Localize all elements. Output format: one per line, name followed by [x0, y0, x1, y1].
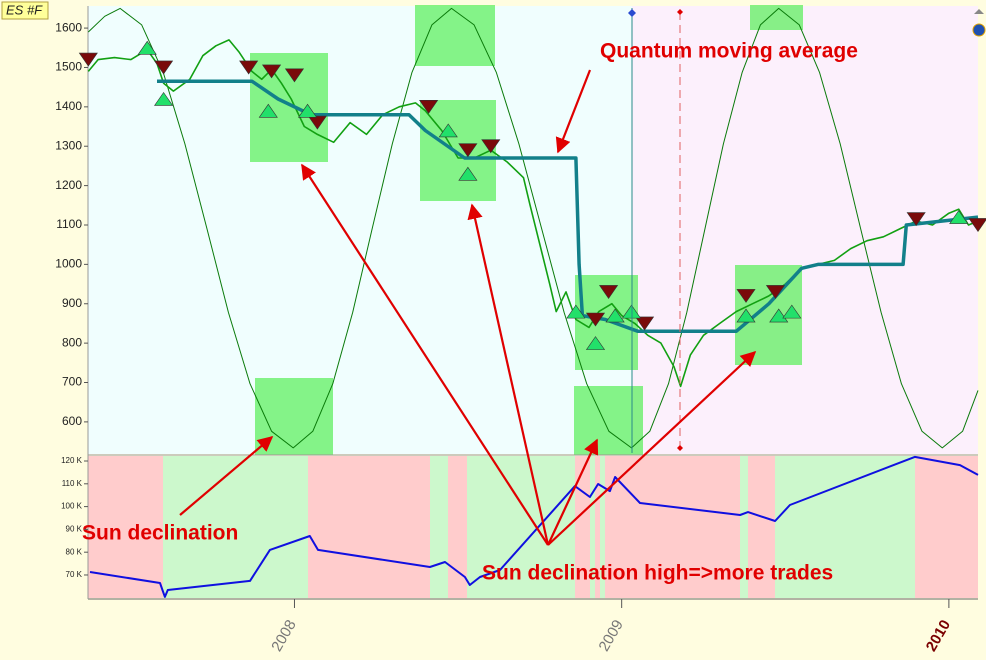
y-tick-label: 1100	[56, 217, 82, 231]
y-tick-label: 70 K	[66, 570, 83, 579]
buy-signal	[297, 103, 318, 118]
y-tick-label: 1200	[55, 178, 82, 192]
buy-signal	[154, 91, 174, 106]
arrow	[467, 203, 550, 546]
season-band	[163, 456, 308, 598]
annotation: Sun declination	[82, 522, 238, 545]
plot-layer	[78, 7, 986, 598]
sell-signal	[154, 60, 174, 75]
y-tick-label: 1000	[55, 257, 82, 271]
season-band	[575, 456, 590, 598]
series-line	[87, 7, 979, 449]
y-tick-label: 120 K	[61, 456, 83, 465]
y-tick-label: 100 K	[61, 502, 83, 511]
highlight-box	[415, 5, 495, 66]
y-tick-label: 700	[62, 375, 82, 389]
season-band	[915, 456, 978, 598]
arrow	[555, 69, 592, 154]
sell-signal	[765, 285, 786, 299]
season-band	[740, 456, 748, 598]
y-tick-label: 1300	[55, 138, 82, 152]
season-band	[775, 456, 915, 598]
buy-signal	[458, 166, 478, 181]
sell-signal	[481, 139, 501, 154]
buy-signal	[949, 210, 969, 224]
buy-signal	[566, 304, 586, 319]
buy-signal	[605, 308, 625, 323]
sell-signal	[458, 143, 478, 158]
season-band	[308, 456, 430, 598]
sell-signal	[78, 52, 98, 67]
sell-signal	[261, 64, 282, 79]
buy-signal	[585, 336, 606, 350]
arrow	[179, 436, 274, 516]
arrow	[547, 438, 599, 546]
buy-signal	[137, 40, 157, 55]
series-line	[89, 455, 979, 598]
y-tick-label: 600	[62, 414, 82, 428]
season-band	[595, 456, 600, 598]
highlight-box	[420, 100, 496, 201]
y-tick-label: 1600	[55, 20, 82, 34]
sell-signal	[906, 212, 926, 227]
season-band	[590, 456, 595, 598]
buy-signal	[621, 304, 642, 319]
symbol-box	[1, 1, 49, 20]
globe-icon[interactable]	[972, 23, 986, 37]
sell-signal	[239, 60, 259, 75]
buy-signal	[782, 304, 802, 319]
panel-bg	[88, 6, 632, 454]
annotation: Sun declination high=>more trades	[482, 562, 833, 585]
arrow	[301, 163, 549, 546]
symbol: ES #F	[6, 2, 43, 17]
diamond	[677, 445, 683, 451]
diamond	[677, 9, 683, 15]
y-tick-label: 80 K	[66, 547, 83, 556]
y-tick-label: 1500	[55, 60, 82, 74]
buy-signal	[769, 308, 789, 323]
highlight-box	[750, 5, 803, 30]
highlight-box	[255, 378, 333, 455]
buy-signal	[438, 123, 458, 138]
sell-signal	[585, 312, 606, 327]
sell-signal	[736, 289, 756, 303]
y-tick-label: 110 K	[62, 479, 83, 488]
sell-signal	[284, 68, 305, 83]
y-tick-label: 800	[62, 335, 82, 349]
buy-signal	[258, 103, 278, 118]
sell-signal	[968, 218, 986, 233]
season-band	[748, 456, 775, 598]
y-tick-label: 90 K	[66, 525, 83, 534]
season-band	[430, 456, 448, 598]
y-tick-label: 1400	[55, 99, 82, 113]
scroll-icon[interactable]	[974, 9, 984, 14]
arrow	[547, 350, 757, 546]
season-band	[605, 456, 740, 598]
annotation: Quantum moving average	[600, 40, 858, 63]
panel-backgrounds	[87, 5, 978, 600]
arrows	[179, 69, 757, 546]
season-band	[448, 456, 467, 598]
sell-signal	[635, 316, 655, 331]
y-tick-label: 900	[62, 296, 82, 310]
sell-signal	[599, 285, 619, 299]
highlight-box	[574, 386, 643, 455]
panel-bg	[632, 6, 978, 454]
buy-signal	[736, 308, 756, 323]
sell-signal	[419, 100, 439, 114]
season-band	[600, 456, 605, 598]
sell-signal	[307, 115, 327, 130]
diamond	[628, 9, 636, 17]
